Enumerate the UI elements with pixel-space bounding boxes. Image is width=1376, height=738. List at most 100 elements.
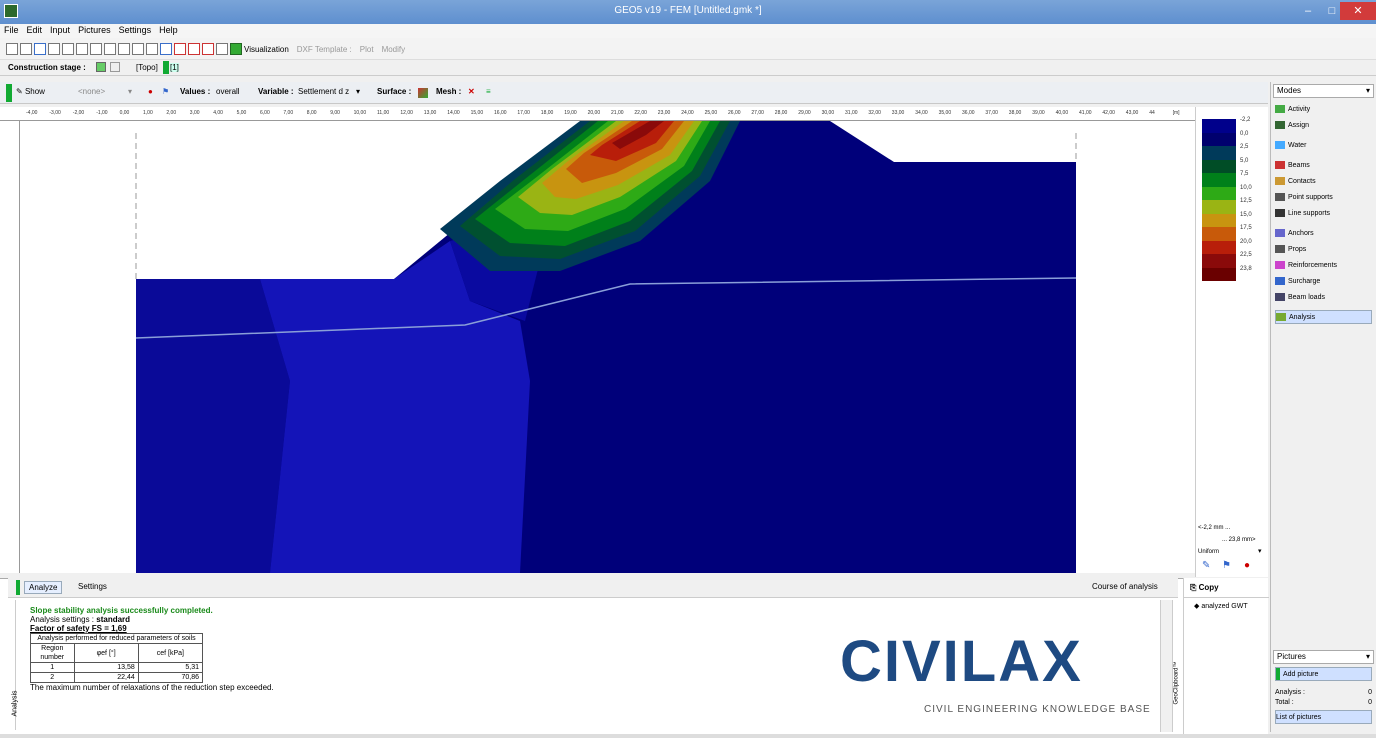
analysis-output: Slope stability analysis successfully co… <box>22 600 1172 732</box>
tab-settings[interactable]: Settings <box>78 582 107 591</box>
mesh-lines-icon[interactable]: ≡ <box>486 87 491 96</box>
select-window-icon[interactable] <box>188 43 200 55</box>
ruler-tick: 32,00 <box>868 110 881 116</box>
redo-icon[interactable] <box>62 43 74 55</box>
modes-header[interactable]: Modes ▾ <box>1273 84 1374 98</box>
menu-pictures[interactable]: Pictures <box>78 25 111 35</box>
wrench-icon[interactable]: ✎ <box>1202 560 1211 571</box>
mode-item-line-supports[interactable]: Line supports <box>1275 206 1372 220</box>
show-select[interactable]: <none> <box>78 87 106 96</box>
menu-edit[interactable]: Edit <box>26 25 43 35</box>
new-file-icon[interactable] <box>6 43 18 55</box>
maximize-button[interactable]: □ <box>1328 5 1336 17</box>
region-number: 2 <box>30 672 75 683</box>
surface-icon[interactable] <box>418 88 428 98</box>
record-icon[interactable]: ● <box>1244 560 1251 571</box>
legend-scale-select[interactable]: Uniform <box>1198 549 1220 555</box>
mode-item-water[interactable]: Water <box>1275 138 1372 152</box>
color-legend: -2,2 0,0 2,5 5,0 7,5 10,0 12,5 15,0 17,5 20,0 22,5… <box>1195 107 1268 577</box>
status-bar <box>0 734 1376 738</box>
open-folder-icon[interactable] <box>20 43 32 55</box>
undo-icon[interactable] <box>48 43 60 55</box>
record-icon[interactable]: ● <box>148 87 153 96</box>
tab-analyze[interactable]: Analyze <box>24 581 63 594</box>
course-of-analysis-label: Course of analysis <box>1092 582 1158 591</box>
variable-select[interactable]: Settlement d z <box>298 87 350 96</box>
stage-1[interactable]: [1] <box>170 63 179 72</box>
copy-icon[interactable] <box>76 43 88 55</box>
groundwater-line <box>135 277 1077 339</box>
paste-icon[interactable] <box>90 43 102 55</box>
add-picture-button[interactable]: Add picture <box>1275 667 1372 681</box>
visualization-icon[interactable] <box>230 43 242 55</box>
output-scrollbar[interactable] <box>1160 600 1172 732</box>
mode-item-surcharge[interactable]: Surcharge <box>1275 274 1372 288</box>
legend-swatch <box>1202 146 1236 160</box>
ruler-tick: 31,00 <box>845 110 858 116</box>
mesh-off-icon[interactable]: ✕ <box>468 87 475 96</box>
analysis-settings-prefix: Analysis settings : <box>30 615 97 624</box>
copy-divider <box>1184 597 1269 598</box>
model-canvas[interactable] <box>20 121 1195 573</box>
remove-stage-icon[interactable] <box>110 62 120 72</box>
zoom-out-icon[interactable] <box>132 43 144 55</box>
mode-icon <box>1275 277 1285 285</box>
stage-topo[interactable]: [Topo] <box>136 63 158 72</box>
ruler-tick: 30,00 <box>821 110 835 116</box>
menu-help[interactable]: Help <box>159 25 178 35</box>
copy-item[interactable]: ◆ analyzed GWT <box>1194 603 1248 610</box>
brand-tagline: CIVIL ENGINEERING KNOWLEDGE BASE <box>924 704 1151 715</box>
save-icon[interactable] <box>34 43 46 55</box>
mode-item-point-supports[interactable]: Point supports <box>1275 190 1372 204</box>
close-button[interactable]: ✕ <box>1340 2 1376 20</box>
mode-item-contacts[interactable]: Contacts <box>1275 174 1372 188</box>
mode-item-analysis[interactable]: Analysis <box>1275 310 1372 324</box>
flag-icon[interactable]: ⚑ <box>1222 560 1231 571</box>
menu-file[interactable]: File <box>4 25 19 35</box>
copy-button[interactable]: ⎘ Copy <box>1190 583 1219 593</box>
minimize-button[interactable]: – <box>1304 5 1312 17</box>
visualization-button[interactable]: Visualization <box>244 44 289 54</box>
scale-chevron-icon[interactable]: ▾ <box>1258 548 1262 555</box>
show-button[interactable]: ✎ Show <box>16 87 45 96</box>
modify-button[interactable]: Modify <box>381 44 406 54</box>
clipboard-icon[interactable] <box>104 43 116 55</box>
mode-item-anchors[interactable]: Anchors <box>1275 226 1372 240</box>
mode-icon <box>1275 121 1285 129</box>
plot-button[interactable]: Plot <box>359 44 374 54</box>
course-of-analysis-button[interactable]: Course of analysis <box>1092 582 1158 591</box>
mode-item-props[interactable]: Props <box>1275 242 1372 256</box>
zoom-fit-icon[interactable] <box>146 43 158 55</box>
variable-chevron-icon[interactable]: ▾ <box>356 87 361 96</box>
legend-swatch <box>1202 159 1236 173</box>
flag-icon[interactable]: ⚑ <box>162 87 170 96</box>
table-caption: Analysis performed for reduced parameter… <box>30 633 203 644</box>
select-crossing-icon[interactable] <box>202 43 214 55</box>
legend-value: 7,5 <box>1240 171 1249 177</box>
legend-swatch <box>1202 267 1236 281</box>
ruler-tick: 38,00 <box>1008 110 1022 116</box>
ruler-tick: 35,00 <box>938 110 952 116</box>
mode-item-activity[interactable]: Activity <box>1275 102 1372 116</box>
dxf-template-button[interactable]: DXF Template : <box>296 44 352 54</box>
ruler-tick: 24,00 <box>681 110 694 116</box>
chevron-down-icon[interactable]: ▾ <box>128 87 133 96</box>
select-rect-icon[interactable] <box>174 43 186 55</box>
move-icon[interactable] <box>160 43 172 55</box>
phi-value: 22,44 <box>73 672 139 683</box>
mode-item-assign[interactable]: Assign <box>1275 118 1372 132</box>
mode-label: Props <box>1288 245 1307 253</box>
add-picture-label: Add picture <box>1283 670 1319 678</box>
copy-view-icon[interactable] <box>216 43 228 55</box>
mode-item-beam-loads[interactable]: Beam loads <box>1275 290 1372 304</box>
add-stage-icon[interactable] <box>96 62 106 72</box>
values-select[interactable]: overall <box>216 87 240 96</box>
zoom-in-icon[interactable] <box>118 43 130 55</box>
list-of-pictures-button[interactable]: List of pictures <box>1275 710 1372 724</box>
menu-input[interactable]: Input <box>50 25 71 35</box>
mode-item-reinforcements[interactable]: Reinforcements <box>1275 258 1372 272</box>
legend-value: 0,0 <box>1240 130 1249 137</box>
menu-settings[interactable]: Settings <box>118 25 152 35</box>
mode-item-beams[interactable]: Beams <box>1275 158 1372 172</box>
pictures-header[interactable]: Pictures ▾ <box>1273 650 1374 664</box>
